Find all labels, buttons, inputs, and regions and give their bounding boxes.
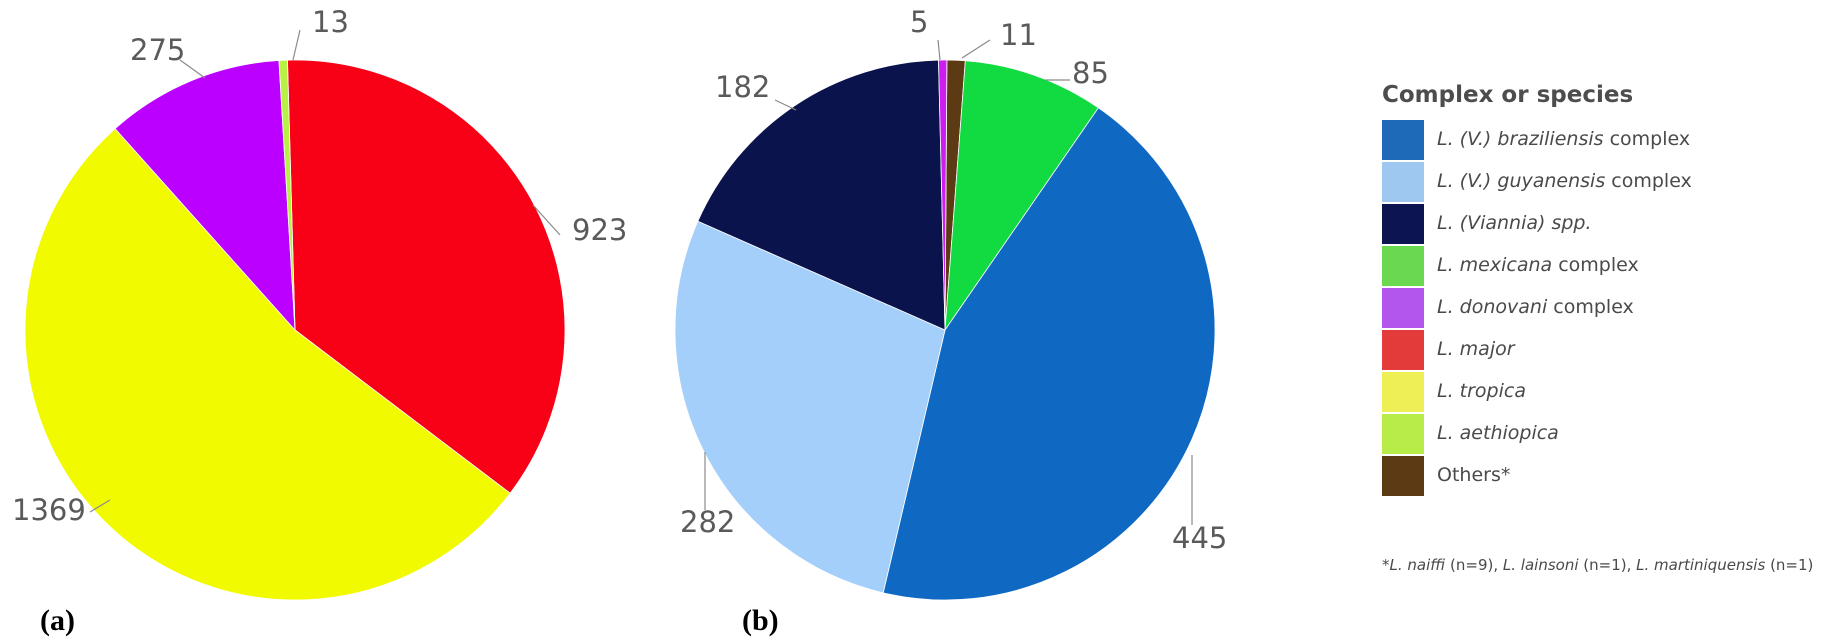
legend-label-italic: L. (Viannia) spp. <box>1437 212 1592 234</box>
pie-chart-b: 11 85 445 282 182 5 <box>674 5 1227 601</box>
legend-swatch <box>1382 204 1424 244</box>
pie-a-slice-l-donovani-complex <box>114 60 296 332</box>
pie-b-value-label-others: 11 <box>1000 18 1037 52</box>
legend-swatch <box>1382 414 1424 454</box>
legend-label-plain: Others* <box>1437 464 1511 486</box>
legend-label-italic: L. aethiopica <box>1437 422 1559 444</box>
legend-label: L. mexicana complex <box>1437 254 1639 276</box>
pie-b-value-label-l-v-braziliensis-complex: 445 <box>1172 521 1227 555</box>
legend-label: Others* <box>1437 464 1510 486</box>
pie-a-leader-line-l-aethiopica <box>292 29 301 61</box>
pie-b-value-label-l-mexicana-complex: 85 <box>1072 56 1109 90</box>
pie-b-leader-line-others <box>961 39 991 59</box>
legend-label: L. tropica <box>1437 380 1526 402</box>
footnote-part: L. martiniquensis <box>1636 556 1766 574</box>
footnote: *L. naiffi (n=9), L. lainsoni (n=1), L. … <box>1382 556 1813 574</box>
legend-swatch <box>1382 120 1424 160</box>
pie-b-slice-l-v-guyanensis-complex <box>674 220 946 594</box>
legend-label: L. (V.) guyanensis complex <box>1437 170 1692 192</box>
panel-label-a: (a) <box>40 604 75 637</box>
legend-label-plain: complex <box>1547 296 1634 318</box>
pie-a-slice-l-tropica <box>24 128 511 601</box>
pie-a-value-label-l-donovani-complex: 275 <box>130 33 185 67</box>
pie-b-slice-l-donovani-complex <box>938 59 948 331</box>
legend-label-italic: L. mexicana <box>1437 254 1553 276</box>
footnote-part: (n=1), <box>1578 556 1637 574</box>
legend-label: L. (V.) braziliensis complex <box>1437 128 1690 150</box>
pie-a-value-label-l-tropica: 1369 <box>12 493 86 527</box>
pie-b-slice-l-v-braziliensis-complex <box>882 107 1216 601</box>
legend-label-italic: L. major <box>1437 338 1515 360</box>
pie-a-value-label-l-aethiopica: 13 <box>312 5 349 39</box>
panel-label-b: (b) <box>742 604 779 637</box>
legend-swatch <box>1382 330 1424 370</box>
legend-item: L. donovani complex <box>1382 288 1802 330</box>
legend-swatch <box>1382 288 1424 328</box>
legend-label-italic: L. donovani <box>1437 296 1548 318</box>
legend-item: L. (Viannia) spp. <box>1382 204 1802 246</box>
legend-label: L. major <box>1437 338 1515 360</box>
legend-label: L. aethiopica <box>1437 422 1559 444</box>
pie-b-value-label-l-viannia-spp: 182 <box>715 70 770 104</box>
pie-a-slice-l-aethiopica <box>278 59 296 331</box>
pie-b-slice-l-viannia-spp <box>697 59 946 331</box>
legend-item: L. major <box>1382 330 1802 372</box>
legend-label-italic: L. (V.) braziliensis <box>1437 128 1604 150</box>
legend-item: L. tropica <box>1382 372 1802 414</box>
legend-label: L. (Viannia) spp. <box>1437 212 1592 234</box>
pie-chart-a: 923 1369 275 13 <box>12 5 627 601</box>
pie-b-leader-line-l-donovani-complex <box>937 39 941 61</box>
pie-b-value-label-l-v-guyanensis-complex: 282 <box>680 505 735 539</box>
legend-label-italic: L. tropica <box>1437 380 1526 402</box>
footnote-part: (n=1) <box>1765 556 1814 574</box>
legend-item: L. aethiopica <box>1382 414 1802 456</box>
legend-item: L. (V.) guyanensis complex <box>1382 162 1802 204</box>
legend-label: L. donovani complex <box>1437 296 1634 318</box>
legend-label-plain: complex <box>1552 254 1639 276</box>
legend-swatch <box>1382 456 1424 496</box>
legend-item: Others* <box>1382 456 1802 498</box>
pie-a-leader-line-l-tropica <box>89 499 111 513</box>
legend-swatch <box>1382 246 1424 286</box>
pie-a-leader-line-l-donovani-complex <box>179 59 206 79</box>
pie-a-value-label-l-major: 923 <box>572 213 627 247</box>
pie-b-leader-line-l-viannia-spp <box>774 99 797 111</box>
legend-item: L. (V.) braziliensis complex <box>1382 120 1802 162</box>
legend: Complex or species L. (V.) braziliensis … <box>1382 80 1802 498</box>
pie-a-leader-line-l-major <box>532 204 561 236</box>
legend-swatch <box>1382 372 1424 412</box>
legend-item: L. mexicana complex <box>1382 246 1802 288</box>
legend-items: L. (V.) braziliensis complex L. (V.) guya… <box>1382 120 1802 498</box>
legend-label-italic: L. (V.) guyanensis <box>1437 170 1606 192</box>
pie-b-value-label-l-donovani-complex: 5 <box>910 5 928 39</box>
legend-label-plain: complex <box>1603 128 1691 150</box>
footnote-part: *L. naiffi <box>1382 556 1446 574</box>
footnote-part: (n=9), <box>1445 556 1503 574</box>
pie-b-slice-l-mexicana-complex <box>944 60 1099 332</box>
legend-title: Complex or species <box>1382 82 1634 108</box>
legend-swatch <box>1382 162 1424 202</box>
legend-label-plain: complex <box>1605 170 1692 192</box>
footnote-part: L. lainsoni <box>1502 556 1579 574</box>
